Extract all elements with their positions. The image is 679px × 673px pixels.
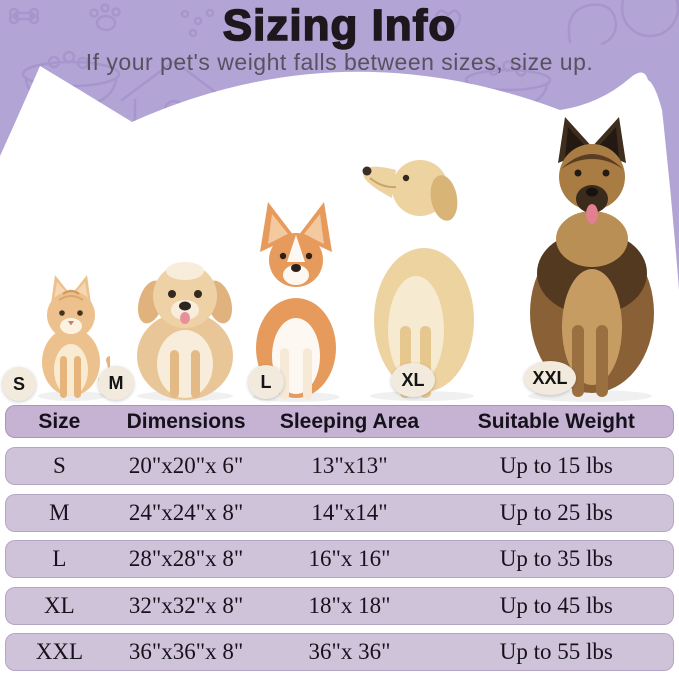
purple-header-shape [0, 0, 679, 290]
size-badge-l: L [248, 365, 284, 399]
table-row-m: M 24"x24"x 8" 14"x14" Up to 25 lbs [5, 494, 674, 532]
cell-sleeping-area: 14"x14" [311, 500, 388, 525]
paw-doodle [89, 3, 121, 32]
cell-sleeping-area: 13"x13" [311, 453, 388, 478]
size-badge-m-label: M [108, 372, 124, 393]
table-row-l: L 28"x28"x 8" 16"x 16" Up to 35 lbs [5, 540, 674, 578]
cell-size: XL [44, 593, 75, 618]
bone-doodle [8, 7, 40, 25]
column-header-size: Size [38, 409, 81, 433]
column-header-sleeping-area: Sleeping Area [279, 409, 420, 433]
size-badge-s: S [2, 367, 36, 401]
cell-sleeping-area: 18"x 18" [308, 593, 391, 618]
german-shepherd-photo [528, 117, 654, 402]
size-badge-xxl-label: XXL [532, 367, 568, 388]
kibble-dots-doodle [180, 8, 215, 38]
cell-dimensions: 36"x36"x 8" [128, 639, 244, 664]
cell-dimensions: 28"x28"x 8" [128, 546, 244, 571]
cell-sleeping-area: 16"x 16" [308, 546, 391, 571]
page-subtitle: If your pet's weight falls between sizes… [85, 49, 594, 75]
cell-suitable-weight: Up to 25 lbs [499, 500, 613, 525]
cell-size: L [52, 546, 67, 571]
cell-suitable-weight: Up to 35 lbs [499, 546, 613, 571]
cell-suitable-weight: Up to 45 lbs [499, 593, 613, 618]
column-header-dimensions: Dimensions [126, 409, 246, 433]
circle-lid-doodle [620, 0, 679, 38]
cell-size: M [49, 500, 70, 525]
cell-dimensions: 24"x24"x 8" [128, 500, 244, 525]
corgi-photo [252, 202, 340, 402]
cell-dimensions: 20"x20"x 6" [128, 453, 244, 478]
cell-size: XXL [35, 639, 83, 664]
table-header-row: Size Dimensions Sleeping Area Suitable W… [5, 405, 674, 438]
size-badge-m: M [98, 366, 134, 400]
size-badge-l-label: L [260, 371, 272, 392]
size-badge-s-label: S [12, 373, 25, 394]
size-badge-xl: XL [391, 363, 435, 397]
table-row-xxl: XXL 36"x36"x 8" 36"x 36" Up to 55 lbs [5, 633, 674, 671]
size-badge-xl-label: XL [401, 369, 425, 390]
cell-dimensions: 32"x32"x 8" [128, 593, 244, 618]
cell-suitable-weight: Up to 55 lbs [499, 639, 613, 664]
small-dog-photo [137, 262, 233, 401]
cell-sleeping-area: 36"x 36" [308, 639, 391, 664]
heart-doodle [434, 9, 462, 37]
size-badge-xxl: XXL [524, 361, 576, 395]
page-title: Sizing Info [222, 0, 457, 51]
cell-suitable-weight: Up to 15 lbs [499, 453, 613, 478]
pet-ear-doodle [567, 3, 618, 46]
cell-size: S [52, 453, 66, 478]
table-row-s: S 20"x20"x 6" 13"x13" Up to 15 lbs [5, 447, 674, 485]
table-row-xl: XL 32"x32"x 8" 18"x 18" Up to 45 lbs [5, 587, 674, 625]
golden-retriever-photo [362, 160, 474, 401]
column-header-suitable-weight: Suitable Weight [477, 409, 635, 433]
